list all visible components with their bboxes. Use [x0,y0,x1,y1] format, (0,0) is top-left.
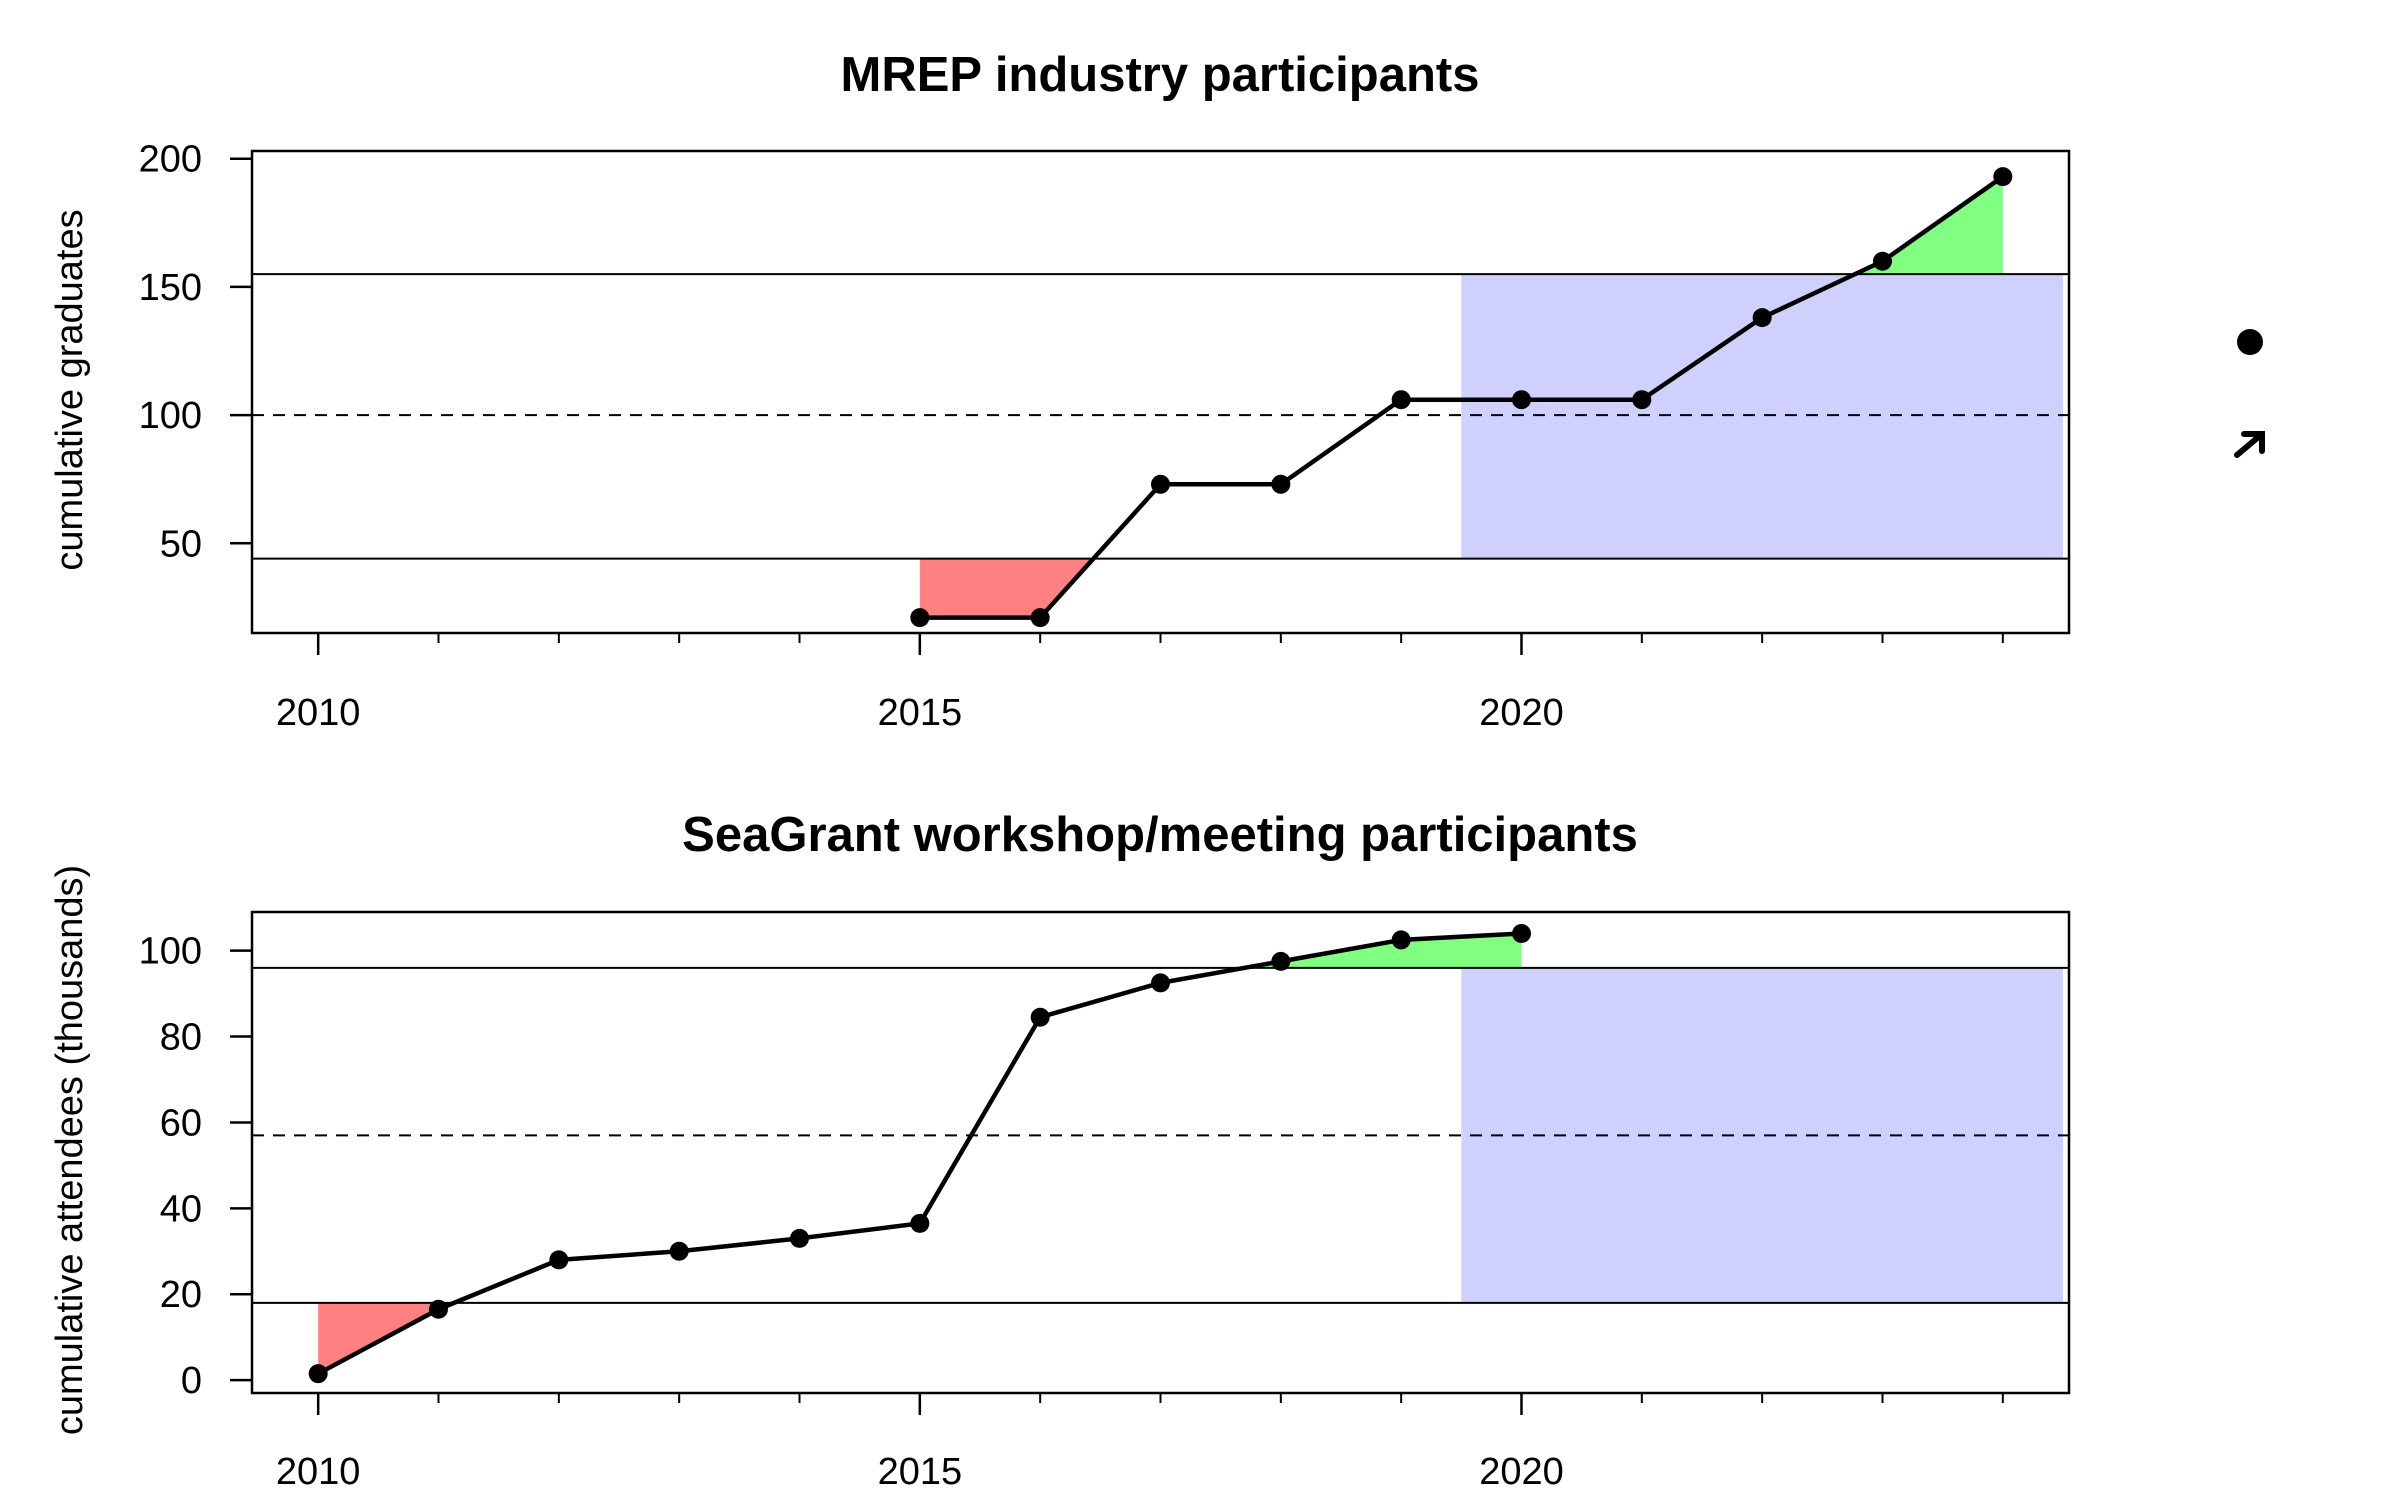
arrow-up-right-icon [2234,431,2265,458]
x-tick-label: 2015 [878,692,963,734]
y-tick-label: 150 [139,267,202,309]
panel-mrep: MREP industry participants cumulative gr… [49,48,2071,734]
data-point [669,1241,689,1261]
y-tick-label: 50 [160,523,202,565]
above-upper-sd-region [1855,176,2003,275]
trend-symbols [2234,329,2265,458]
data-point [1030,1007,1050,1027]
x-tick-label: 2020 [1479,692,1564,734]
y-tick-label: 0 [181,1360,202,1402]
y-tick-label: 100 [139,931,202,973]
x-tick-label: 2015 [878,1451,963,1493]
filled-circle-icon [2237,329,2263,355]
data-point [1511,923,1531,943]
y-axis-label: cumulative graduates [49,209,91,570]
series-line [919,174,2005,620]
chart-title: MREP industry participants [841,48,1480,102]
data-point [1271,951,1291,971]
y-tick-label: 40 [160,1188,202,1230]
data-point [1391,390,1411,410]
x-tick-label: 2010 [276,692,361,734]
data-point [1993,167,2013,187]
data-point [1151,474,1170,494]
y-tick-label: 100 [139,395,202,437]
data-point [1872,251,1892,271]
data-point [1151,973,1170,993]
y-tick-label: 60 [160,1102,202,1144]
data-point [790,1228,810,1248]
data-point [1752,308,1772,328]
data-point [1271,474,1291,494]
series-line [317,931,1522,1376]
below-lower-sd-region [919,558,1094,618]
chart-title: SeaGrant workshop/meeting participants [682,808,1638,862]
panel-seagrant: SeaGrant workshop/meeting participants c… [49,808,2071,1493]
data-point [1632,390,1652,410]
data-point [910,1213,930,1233]
data-point [549,1250,569,1270]
x-tick-label: 2010 [276,1451,361,1493]
y-axis-label: cumulative attendees (thousands) [49,865,91,1435]
data-point [1030,608,1050,628]
y-tick-label: 200 [139,139,202,181]
below-lower-sd-region [318,1302,455,1374]
data-point [308,1364,328,1384]
trend-window [1461,967,2063,1303]
data-point [429,1299,449,1319]
above-upper-sd-region [1244,933,1522,968]
data-point [910,608,930,628]
data-point [1511,390,1531,410]
y-tick-label: 80 [160,1017,202,1059]
x-tick-label: 2020 [1479,1451,1564,1493]
y-tick-label: 20 [160,1274,202,1316]
data-point [1391,930,1411,950]
